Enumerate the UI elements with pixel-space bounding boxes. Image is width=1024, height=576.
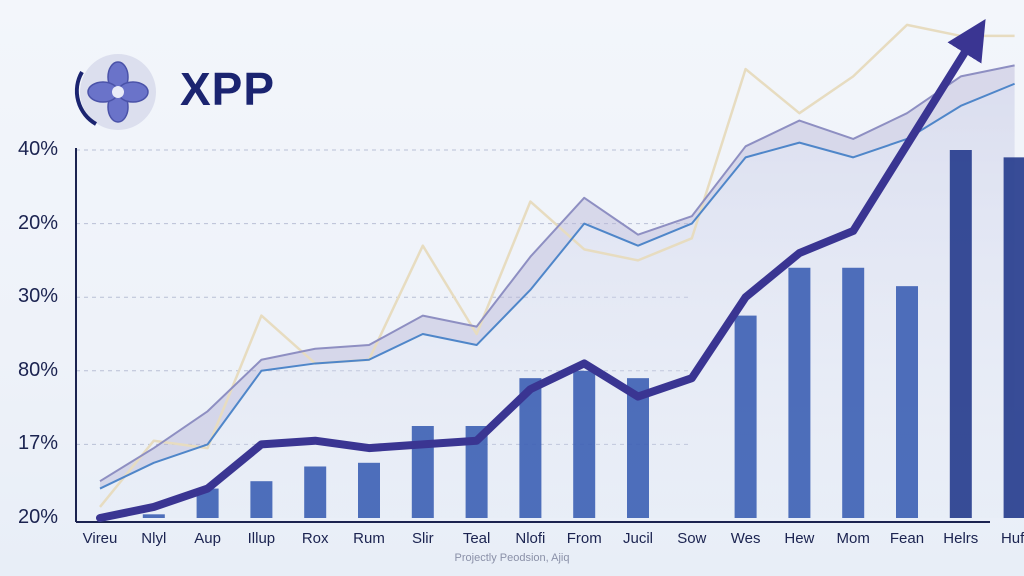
bar-16 <box>949 150 972 518</box>
x-tick-label: Mom <box>836 530 870 547</box>
x-tick-label: Wes <box>730 530 761 547</box>
bar-9 <box>573 370 596 518</box>
bar-8 <box>519 378 542 518</box>
bar-5 <box>358 462 380 518</box>
band-lower-line <box>99 82 1015 490</box>
bar-1 <box>142 514 165 518</box>
brand-name: XPP <box>180 63 276 115</box>
x-tick-label: Illup <box>247 530 276 547</box>
bar-17 <box>1003 157 1024 519</box>
y-tick-label: 17% <box>18 432 59 455</box>
bar-12 <box>734 315 757 518</box>
bar-14 <box>842 267 865 518</box>
pale-line <box>99 23 1015 508</box>
band-shade <box>100 83 1015 518</box>
flower-icon <box>74 54 156 130</box>
x-tick-label: Nlofi <box>515 530 546 547</box>
x-tick-label: Rum <box>353 530 385 547</box>
bar-4 <box>304 466 327 518</box>
x-tick-label: Slir <box>411 530 434 547</box>
x-tick-label: Jucil <box>622 530 653 547</box>
x-tick-label: Nlyl <box>141 530 167 547</box>
trend-arrow-line <box>96 19 986 522</box>
x-tick-label: Hew <box>784 530 815 547</box>
x-tick-label: Huff <box>1000 530 1024 547</box>
bar-2 <box>196 488 219 518</box>
x-tick-label: Vireu <box>82 530 118 547</box>
x-tick-label: Fean <box>889 530 925 547</box>
x-tick-label: Rox <box>301 530 329 547</box>
bar-13 <box>788 267 811 518</box>
x-tick-label: Teal <box>462 530 491 547</box>
y-tick-label: 20% <box>18 211 59 234</box>
footnote: Projectly Peodsion, Ajiq <box>454 552 570 564</box>
y-tick-label: 40% <box>18 138 59 160</box>
bar-6 <box>411 426 434 518</box>
bar-10 <box>627 378 649 518</box>
y-tick-label: 30% <box>18 285 59 308</box>
y-tick-label: 20% <box>18 506 59 528</box>
x-tick-label: From <box>566 530 602 547</box>
bar-15 <box>896 286 918 518</box>
band-upper-line <box>99 64 1015 483</box>
bar-3 <box>250 481 273 518</box>
y-tick-label: 80% <box>18 358 59 381</box>
x-tick-label: Aup <box>194 530 221 547</box>
bar-7 <box>465 426 488 518</box>
x-tick-label: Sow <box>677 530 707 547</box>
x-tick-label: Helrs <box>943 530 979 547</box>
